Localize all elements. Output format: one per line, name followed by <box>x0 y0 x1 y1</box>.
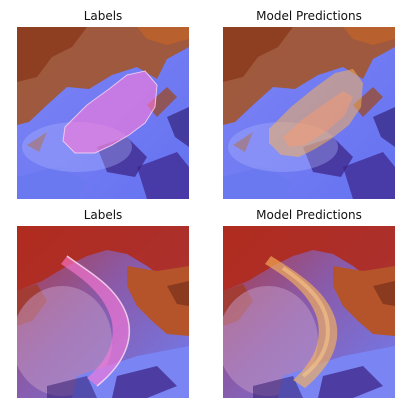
satellite-image-labels-1 <box>17 27 189 199</box>
satellite-image-predictions-2 <box>223 226 395 398</box>
prediction-mask <box>269 69 363 157</box>
panel-title-top-left: Labels <box>83 9 123 23</box>
label-mask <box>63 71 157 153</box>
panel-title-top-right: Model Predictions <box>256 9 362 23</box>
image-panel-top-right <box>223 27 395 199</box>
satellite-image-labels-2 <box>17 226 189 398</box>
satellite-image-predictions-1 <box>223 27 395 199</box>
image-panel-top-left <box>17 27 189 199</box>
label-mask <box>61 256 130 386</box>
panel-title-bottom-right: Model Predictions <box>256 208 362 222</box>
image-panel-bottom-left <box>17 226 189 398</box>
image-panel-bottom-right <box>223 226 395 398</box>
panel-title-bottom-left: Labels <box>83 208 123 222</box>
prediction-mask <box>265 256 338 388</box>
